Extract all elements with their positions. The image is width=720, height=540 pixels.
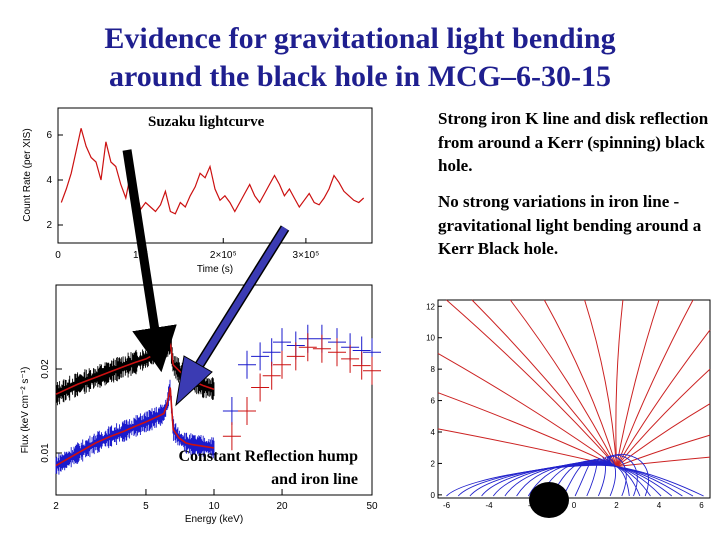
spectrum-ytick: 0.01 bbox=[40, 443, 51, 463]
lightcurve-frame bbox=[57, 107, 373, 244]
lightcurve-label: Suzaku lightcurve bbox=[148, 114, 265, 130]
ray-xtick: 0 bbox=[572, 501, 577, 510]
ray-ytick: 2 bbox=[431, 459, 436, 468]
lightcurve-ytick: 4 bbox=[46, 175, 52, 186]
escaping-ray bbox=[616, 299, 660, 467]
black-arrow bbox=[122, 149, 177, 373]
ray-ytick: 8 bbox=[431, 365, 436, 374]
black-hole bbox=[529, 482, 569, 518]
spectrum-annotation-line-1: Constant Reflection hump bbox=[178, 448, 358, 465]
light-bending-text: No strong variations in iron line - grav… bbox=[438, 192, 702, 258]
spectrum-highE-points bbox=[222, 333, 381, 451]
lightcurve-xtick: 3×10⁵ bbox=[293, 250, 320, 261]
spectrum-ytick: 0.02 bbox=[40, 359, 51, 379]
spectrum-xtick: 10 bbox=[208, 501, 220, 512]
blue-arrow bbox=[175, 225, 290, 407]
spectrum-xtick: 5 bbox=[143, 501, 149, 512]
ray-ytick: 0 bbox=[431, 491, 436, 500]
escaping-ray bbox=[446, 299, 617, 467]
ray-ytick: 12 bbox=[426, 302, 435, 311]
spectrum-model-line bbox=[55, 387, 215, 467]
bent-ray bbox=[616, 466, 704, 497]
escaping-ray bbox=[616, 368, 711, 467]
ray-ytick: 6 bbox=[431, 397, 436, 406]
spectrum-xtick: 2 bbox=[53, 501, 59, 512]
escaping-ray bbox=[471, 299, 617, 467]
slide-title: Evidence for gravitational light bending… bbox=[0, 20, 720, 96]
title-line-1: Evidence for gravitational light bending bbox=[104, 22, 616, 55]
lightcurve-xlabel: Time (s) bbox=[197, 264, 233, 275]
escaping-ray bbox=[543, 299, 617, 467]
ray-xtick: -6 bbox=[443, 501, 451, 510]
ray-xtick: 6 bbox=[699, 501, 704, 510]
spectrum-xtick: 20 bbox=[276, 501, 288, 512]
escaping-ray bbox=[437, 392, 617, 468]
lightcurve-ytick: 6 bbox=[46, 130, 52, 141]
title-line-2: around the black hole in MCG–6-30-15 bbox=[109, 60, 611, 93]
spectrum-annotation: Constant Reflection hump and iron line bbox=[133, 445, 358, 491]
escaping-ray bbox=[616, 434, 711, 468]
escaping-ray bbox=[509, 299, 617, 467]
ray-xtick: 4 bbox=[657, 501, 662, 510]
ray-xtick: 2 bbox=[614, 501, 619, 510]
spectrum-ylabel: Flux (keV cm⁻² s⁻¹) bbox=[20, 367, 31, 454]
spectrum-xlabel: Energy (keV) bbox=[185, 514, 243, 525]
lightcurve-xtick: 0 bbox=[55, 250, 61, 261]
escaping-ray bbox=[616, 403, 711, 467]
spectrum-annotation-line-2: and iron line bbox=[271, 471, 358, 488]
ray-frame bbox=[437, 299, 711, 499]
escaping-ray bbox=[615, 299, 624, 467]
lightcurve-ylabel: Count Rate (per XIS) bbox=[22, 128, 33, 221]
lightcurve-ytick: 2 bbox=[46, 220, 52, 231]
lightcurve-series bbox=[60, 128, 365, 215]
escaping-ray bbox=[616, 299, 694, 467]
lightcurve-xtick: 2×10⁵ bbox=[210, 250, 237, 261]
ray-xtick: -4 bbox=[485, 501, 493, 510]
escaping-ray bbox=[616, 456, 711, 468]
escaping-ray bbox=[616, 329, 711, 467]
spectrum-xtick: 50 bbox=[366, 501, 378, 512]
ray-ytick: 10 bbox=[426, 334, 435, 343]
escaping-ray bbox=[584, 299, 617, 467]
ray-ytick: 4 bbox=[431, 428, 436, 437]
escaping-ray bbox=[437, 352, 617, 468]
iron-line-text: Strong iron K line and disk reflection f… bbox=[438, 109, 709, 175]
